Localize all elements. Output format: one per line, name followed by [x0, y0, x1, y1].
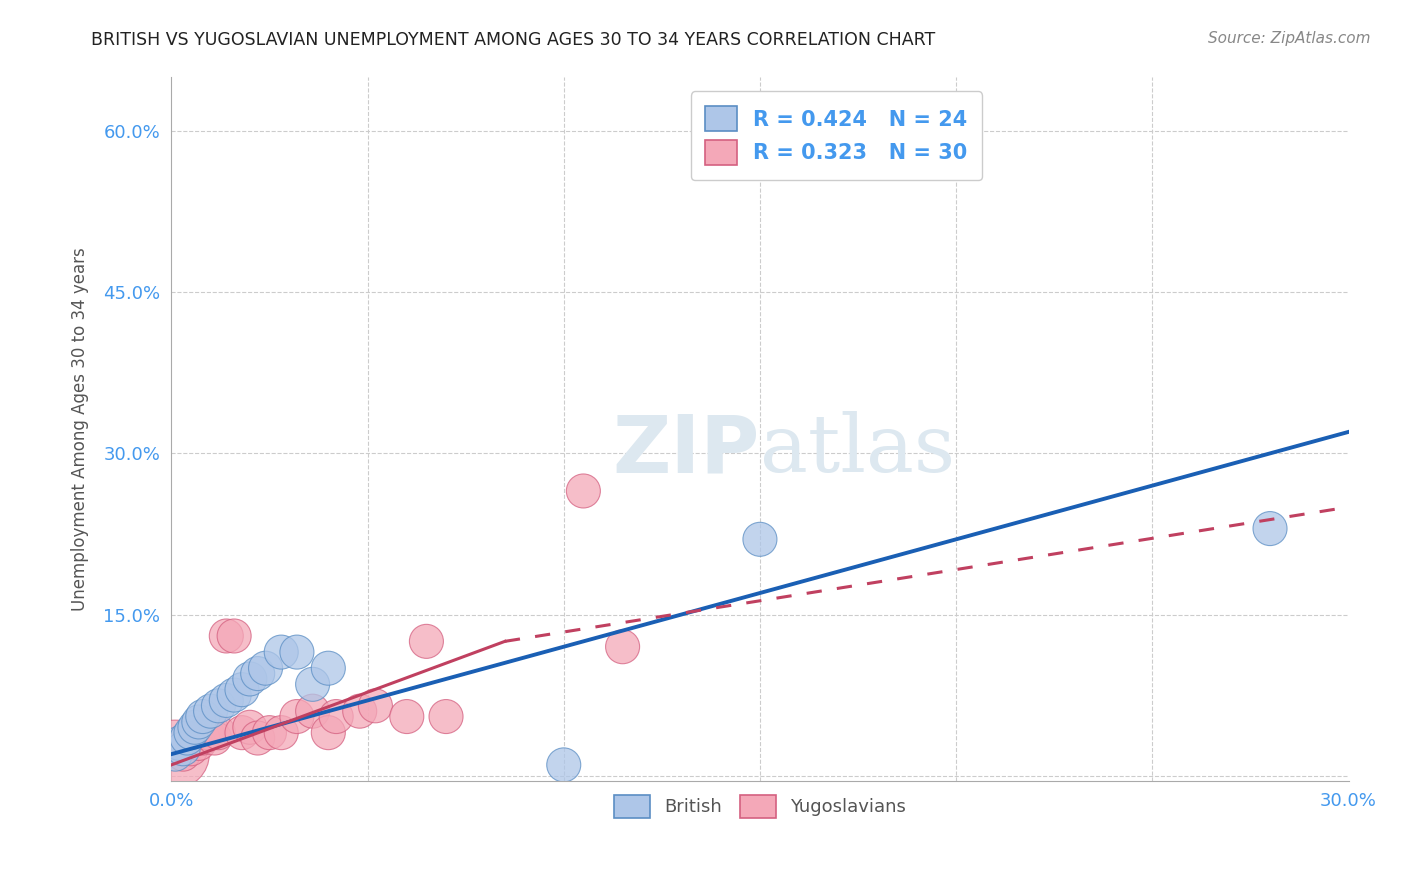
- Point: [787, 129, 810, 144]
- Point: [553, 757, 575, 772]
- Point: [259, 725, 281, 739]
- Point: [239, 720, 262, 734]
- Point: [1258, 522, 1281, 536]
- Point: [215, 693, 238, 707]
- Point: [270, 645, 292, 659]
- Point: [224, 629, 246, 643]
- Point: [270, 725, 292, 739]
- Point: [364, 698, 387, 713]
- Point: [176, 731, 198, 745]
- Point: [172, 741, 194, 756]
- Point: [434, 709, 457, 723]
- Legend: British, Yugoslavians: British, Yugoslavians: [606, 789, 914, 825]
- Point: [176, 736, 198, 750]
- Point: [184, 731, 207, 745]
- Text: Source: ZipAtlas.com: Source: ZipAtlas.com: [1208, 31, 1371, 46]
- Point: [167, 736, 190, 750]
- Text: atlas: atlas: [759, 411, 955, 490]
- Point: [285, 645, 308, 659]
- Point: [318, 661, 340, 675]
- Point: [246, 666, 269, 681]
- Point: [415, 634, 437, 648]
- Text: BRITISH VS YUGOSLAVIAN UNEMPLOYMENT AMONG AGES 30 TO 34 YEARS CORRELATION CHART: BRITISH VS YUGOSLAVIAN UNEMPLOYMENT AMON…: [91, 31, 935, 49]
- Point: [204, 731, 226, 745]
- Point: [254, 661, 277, 675]
- Point: [187, 714, 209, 729]
- Text: ZIP: ZIP: [613, 411, 759, 490]
- Point: [191, 709, 214, 723]
- Point: [231, 725, 253, 739]
- Point: [191, 731, 214, 745]
- Point: [184, 720, 207, 734]
- Y-axis label: Unemployment Among Ages 30 to 34 years: Unemployment Among Ages 30 to 34 years: [72, 247, 89, 611]
- Point: [349, 704, 371, 718]
- Point: [301, 677, 323, 691]
- Point: [195, 725, 218, 739]
- Point: [200, 720, 222, 734]
- Point: [207, 725, 229, 739]
- Point: [325, 709, 347, 723]
- Point: [187, 736, 209, 750]
- Point: [224, 688, 246, 702]
- Point: [246, 731, 269, 745]
- Point: [231, 682, 253, 697]
- Point: [239, 672, 262, 686]
- Point: [285, 709, 308, 723]
- Point: [200, 704, 222, 718]
- Point: [301, 704, 323, 718]
- Point: [165, 747, 187, 761]
- Point: [748, 533, 770, 547]
- Point: [395, 709, 418, 723]
- Point: [207, 698, 229, 713]
- Point: [180, 725, 202, 739]
- Point: [612, 640, 634, 654]
- Point: [172, 747, 194, 761]
- Point: [572, 483, 595, 498]
- Point: [165, 747, 187, 761]
- Point: [215, 629, 238, 643]
- Point: [318, 725, 340, 739]
- Point: [180, 741, 202, 756]
- Point: [167, 741, 190, 756]
